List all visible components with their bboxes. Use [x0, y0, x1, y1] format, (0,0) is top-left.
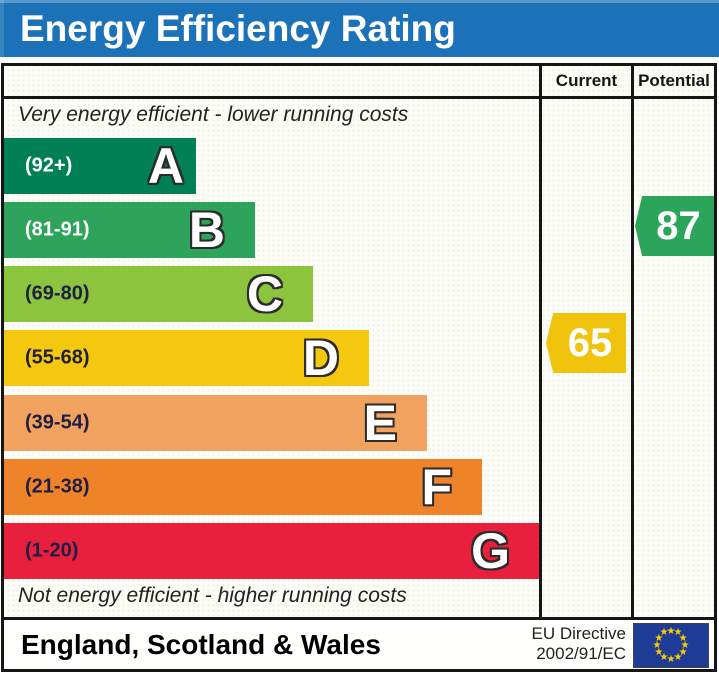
- band-range-label: (69-80): [25, 282, 90, 305]
- eu-star-icon: ★: [666, 653, 676, 665]
- eu-star-icon: ★: [654, 646, 664, 658]
- eu-flag-icon: ★ ★ ★ ★ ★ ★ ★ ★ ★ ★ ★ ★: [633, 623, 709, 668]
- band-A: (92+) A: [3, 138, 196, 194]
- eu-directive-label: EU Directive 2002/91/EC: [532, 624, 626, 664]
- potential-column-divider: [631, 63, 634, 620]
- band-letter: B: [188, 202, 225, 258]
- band-G: (1-20) G: [3, 523, 540, 579]
- eu-star-icon: ★: [666, 625, 676, 637]
- page-title: Energy Efficiency Rating: [20, 7, 456, 49]
- top-note: Very energy efficient - lower running co…: [18, 103, 409, 126]
- band-D: (55-68) D: [3, 330, 369, 386]
- band-letter: A: [147, 138, 184, 194]
- region-label: England, Scotland & Wales: [21, 628, 381, 660]
- band-range-label: (92+): [25, 154, 73, 177]
- band-E: (39-54) E: [3, 395, 427, 451]
- footer: England, Scotland & Wales EU Directive 2…: [1, 620, 717, 672]
- current-column-divider: [539, 63, 542, 620]
- band-range-label: (81-91): [25, 218, 90, 241]
- column-header-current: Current: [555, 71, 618, 90]
- band-letter: E: [363, 395, 397, 451]
- band-letter: D: [302, 330, 339, 386]
- bottom-note: Not energy efficient - higher running co…: [18, 584, 407, 607]
- band-range-label: (1-20): [25, 539, 79, 562]
- potential-rating-arrow: 87: [635, 196, 714, 256]
- band-range-label: (55-68): [25, 346, 90, 369]
- eu-star-icon: ★: [680, 639, 690, 651]
- band-range-label: (39-54): [25, 411, 90, 434]
- eu-star-icon: ★: [652, 639, 662, 651]
- eu-star-icon: ★: [673, 651, 683, 663]
- band-F: (21-38) F: [3, 459, 482, 515]
- band-letter: G: [471, 523, 510, 579]
- eu-star-icon: ★: [673, 627, 683, 639]
- title-bar: Energy Efficiency Rating: [0, 0, 719, 57]
- eu-star-icon: ★: [678, 646, 688, 658]
- current-rating-arrow: 65: [546, 313, 626, 373]
- eu-directive-line1: EU Directive: [531, 624, 626, 643]
- eu-star-icon: ★: [654, 632, 664, 644]
- band-C: (69-80) C: [3, 266, 313, 322]
- eu-star-icon: ★: [659, 627, 669, 639]
- band-B: (81-91) B: [3, 202, 255, 258]
- eu-directive-line2: 2002/91/EC: [536, 644, 626, 663]
- band-letter: C: [246, 266, 283, 322]
- eu-star-icon: ★: [678, 632, 688, 644]
- band-range-label: (21-38): [25, 475, 90, 498]
- band-letter: F: [421, 459, 452, 515]
- column-header-potential: Potential: [638, 71, 710, 90]
- eu-star-icon: ★: [659, 651, 669, 663]
- header-row-divider: [1, 96, 717, 99]
